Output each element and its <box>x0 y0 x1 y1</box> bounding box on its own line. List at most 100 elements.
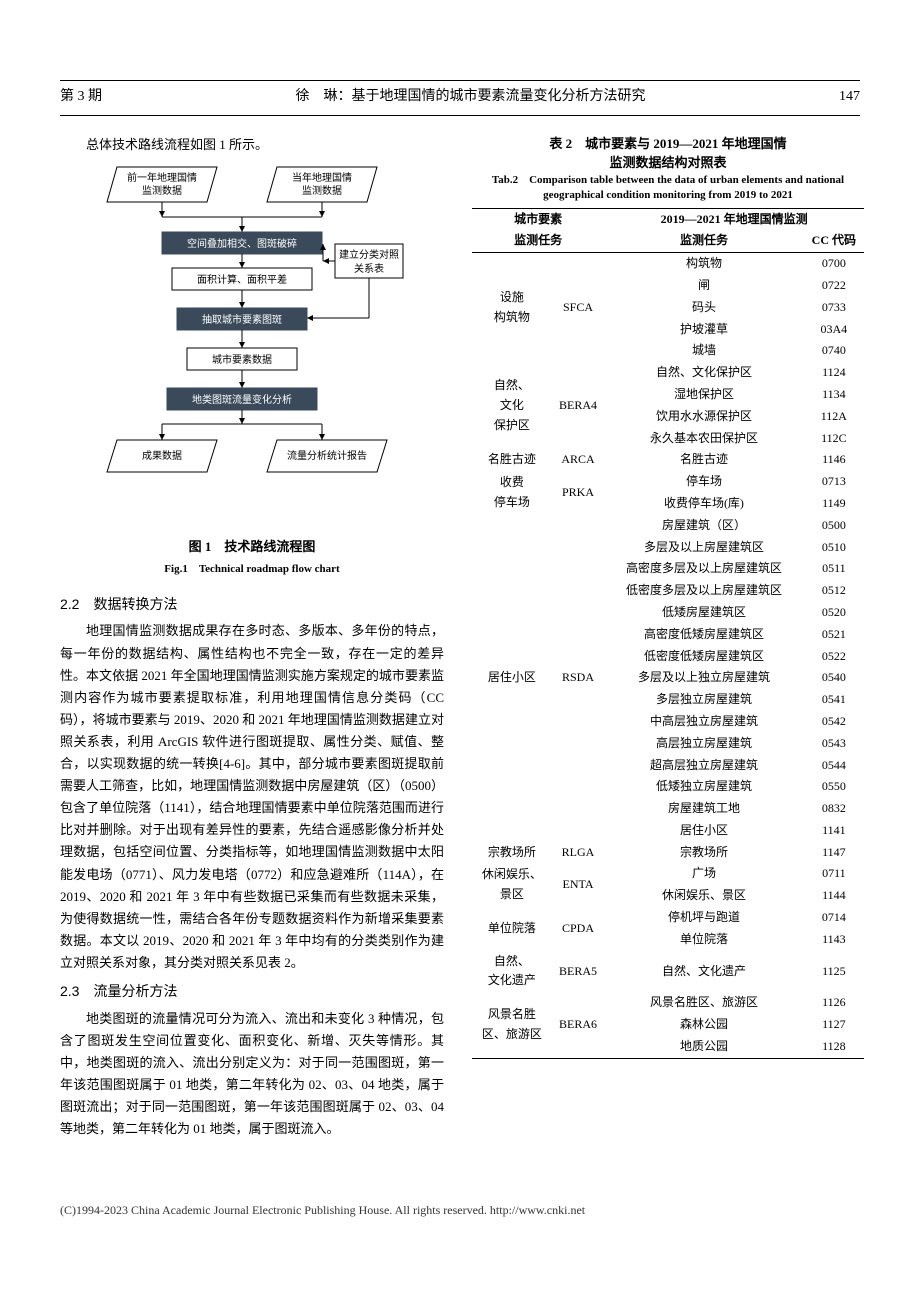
monitor-task: 多层独立房屋建筑 <box>604 689 804 711</box>
running-head: 第 3 期 徐 琳：基于地理国情的城市要素流量变化分析方法研究 147 <box>60 85 860 116</box>
monitor-task: 城墙 <box>604 340 804 362</box>
figure-1-caption-zh: 图 1 技术路线流程图 <box>189 536 316 558</box>
group-name: 自然、文化遗产 <box>472 951 552 993</box>
table-2-caption-zh: 表 2 城市要素与 2019—2021 年地理国情监测数据结构对照表 <box>472 134 864 173</box>
monitor-task: 广场 <box>604 863 804 885</box>
group-name: 休闲娱乐、景区 <box>472 863 552 907</box>
monitor-task: 超高层独立房屋建筑 <box>604 755 804 777</box>
group-name: 收费停车场 <box>472 471 552 515</box>
cc-code: 0512 <box>804 580 864 602</box>
table-subhead-task2: 监测任务 <box>604 230 804 252</box>
monitor-task: 房屋建筑工地 <box>604 798 804 820</box>
cc-code: 112C <box>804 428 864 450</box>
monitor-task: 名胜古迹 <box>604 449 804 471</box>
cc-code: 112A <box>804 406 864 428</box>
monitor-task: 自然、文化遗产 <box>604 951 804 993</box>
cc-code: 0832 <box>804 798 864 820</box>
left-column: 总体技术路线流程如图 1 所示。 .box { fill:#fff; strok… <box>60 134 444 1141</box>
page-number: 147 <box>839 85 860 109</box>
monitor-task: 居住小区 <box>604 820 804 842</box>
group-code: BERA4 <box>552 362 604 449</box>
group-code: RLGA <box>552 842 604 864</box>
flow-label: 前一年地理国情 <box>127 171 197 184</box>
group-name: 自然、文化保护区 <box>472 362 552 449</box>
cc-code: 0711 <box>804 863 864 885</box>
section-2-2-head: 2.2 数据转换方法 <box>60 593 444 617</box>
flow-label: 流量分析统计报告 <box>287 449 367 462</box>
table-head-monitor: 2019—2021 年地理国情监测 <box>604 208 864 230</box>
cc-code: 0500 <box>804 515 864 537</box>
cc-code: 1147 <box>804 842 864 864</box>
monitor-task: 房屋建筑（区） <box>604 515 804 537</box>
group-name: 设施构筑物 <box>472 253 552 362</box>
cc-code: 0714 <box>804 907 864 929</box>
flowchart-svg: .box { fill:#fff; stroke:#000; stroke-wi… <box>97 162 407 532</box>
table-subhead-cc: CC 代码 <box>804 230 864 252</box>
monitor-task: 单位院落 <box>604 929 804 951</box>
monitor-task: 自然、文化保护区 <box>604 362 804 384</box>
monitor-task: 低密度低矮房屋建筑区 <box>604 646 804 668</box>
table-head-urban: 城市要素 <box>472 208 604 230</box>
cc-code: 0540 <box>804 667 864 689</box>
flow-label: 关系表 <box>354 262 384 275</box>
group-code: ARCA <box>552 449 604 471</box>
right-column: 表 2 城市要素与 2019—2021 年地理国情监测数据结构对照表 Tab.2… <box>472 134 864 1141</box>
monitor-task: 森林公园 <box>604 1014 804 1036</box>
monitor-task: 构筑物 <box>604 253 804 275</box>
monitor-task: 高密度多层及以上房屋建筑区 <box>604 558 804 580</box>
group-name: 名胜古迹 <box>472 449 552 471</box>
cc-code: 0713 <box>804 471 864 493</box>
figure-1-caption-en: Fig.1 Technical roadmap flow chart <box>164 560 339 579</box>
monitor-task: 宗教场所 <box>604 842 804 864</box>
flow-label: 监测数据 <box>142 184 182 197</box>
monitor-task: 多层及以上独立房屋建筑 <box>604 667 804 689</box>
group-name: 风景名胜区、旅游区 <box>472 992 552 1058</box>
cc-code: 0522 <box>804 646 864 668</box>
section-2-2-body: 地理国情监测数据成果存在多时态、多版本、多年份的特点，每一年份的数据结构、属性结… <box>60 620 444 974</box>
cc-code: 03A4 <box>804 319 864 341</box>
monitor-task: 护坡灌草 <box>604 319 804 341</box>
cc-code: 0733 <box>804 297 864 319</box>
group-code: BERA6 <box>552 992 604 1058</box>
running-title: 徐 琳：基于地理国情的城市要素流量变化分析方法研究 <box>296 85 646 109</box>
flow-label: 空间叠加相交、图斑破碎 <box>187 237 297 250</box>
section-2-3-head: 2.3 流量分析方法 <box>60 980 444 1004</box>
section-2-3-body: 地类图斑的流量情况可分为流入、流出和未变化 3 种情况，包含了图斑发生空间位置变… <box>60 1008 444 1141</box>
flow-label: 建立分类对照 <box>339 248 399 261</box>
cc-code: 0520 <box>804 602 864 624</box>
table-2: 城市要素 2019—2021 年地理国情监测 监测任务 监测任务 CC 代码 设… <box>472 208 864 1059</box>
monitor-task: 停车场 <box>604 471 804 493</box>
cc-code: 1143 <box>804 929 864 951</box>
monitor-task: 低矮房屋建筑区 <box>604 602 804 624</box>
group-name: 单位院落 <box>472 907 552 951</box>
group-code: BERA5 <box>552 951 604 993</box>
cc-code: 1125 <box>804 951 864 993</box>
monitor-task: 多层及以上房屋建筑区 <box>604 537 804 559</box>
flow-label: 成果数据 <box>142 449 182 462</box>
monitor-task: 码头 <box>604 297 804 319</box>
cc-code: 0541 <box>804 689 864 711</box>
cc-code: 1124 <box>804 362 864 384</box>
figure-1: .box { fill:#fff; stroke:#000; stroke-wi… <box>60 162 444 587</box>
cc-code: 1149 <box>804 493 864 515</box>
cc-code: 1144 <box>804 885 864 907</box>
monitor-task: 停机坪与跑道 <box>604 907 804 929</box>
flow-label: 面积计算、面积平差 <box>197 273 287 286</box>
cc-code: 1141 <box>804 820 864 842</box>
group-name: 居住小区 <box>472 515 552 842</box>
monitor-task: 闸 <box>604 275 804 297</box>
group-name: 宗教场所 <box>472 842 552 864</box>
cc-code: 0550 <box>804 776 864 798</box>
cc-code: 0521 <box>804 624 864 646</box>
monitor-task: 收费停车场(库) <box>604 493 804 515</box>
cc-code: 0544 <box>804 755 864 777</box>
cc-code: 0510 <box>804 537 864 559</box>
flow-label: 当年地理国情 <box>292 171 352 184</box>
table-subhead-task1: 监测任务 <box>472 230 604 252</box>
cc-code: 0722 <box>804 275 864 297</box>
cc-code: 0543 <box>804 733 864 755</box>
cc-code: 1146 <box>804 449 864 471</box>
table-2-caption-en: Tab.2 Comparison table between the data … <box>472 173 864 204</box>
cc-code: 0542 <box>804 711 864 733</box>
cc-code: 0700 <box>804 253 864 275</box>
